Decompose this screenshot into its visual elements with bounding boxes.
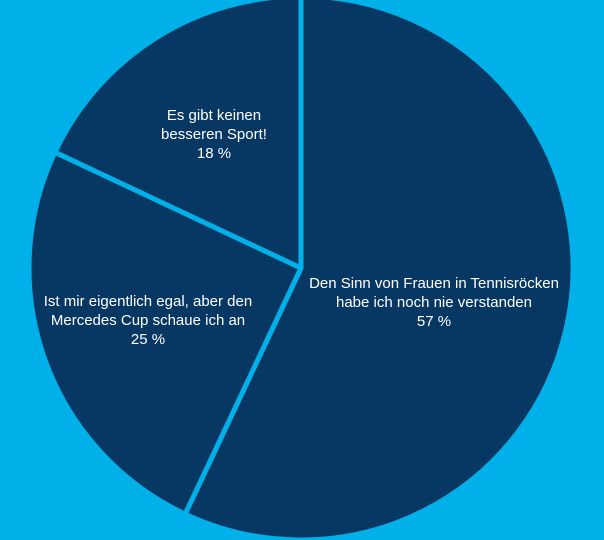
slice-label-line: Es gibt keinen xyxy=(167,107,261,124)
slice-label-line: Ist mir eigentlich egal, aber den xyxy=(44,293,252,310)
slice-value-label: 57 % xyxy=(417,313,451,330)
slice-value-label: 18 % xyxy=(197,145,231,162)
slice-label-line: Mercedes Cup schaue ich an xyxy=(51,312,245,329)
slice-label-line: habe ich noch nie verstanden xyxy=(336,294,532,311)
pie-slice-2 xyxy=(26,149,304,517)
slice-label-2: Ist mir eigentlich egal, aber den Mercede… xyxy=(44,293,252,348)
pie-slice-3 xyxy=(52,0,304,271)
slice-label-3: Es gibt keinen besseren Sport! 18 % xyxy=(161,107,267,162)
slice-value-label: 25 % xyxy=(131,331,165,348)
pie-labels: Den Sinn von Frauen in Tennisröcken habe … xyxy=(44,107,559,348)
pie-slices xyxy=(26,0,576,540)
slice-label-line: besseren Sport! xyxy=(161,126,267,143)
slice-label-1: Den Sinn von Frauen in Tennisröcken habe … xyxy=(309,275,559,330)
pie-slice-1 xyxy=(182,0,576,540)
slice-label-line: Den Sinn von Frauen in Tennisröcken xyxy=(309,275,559,292)
